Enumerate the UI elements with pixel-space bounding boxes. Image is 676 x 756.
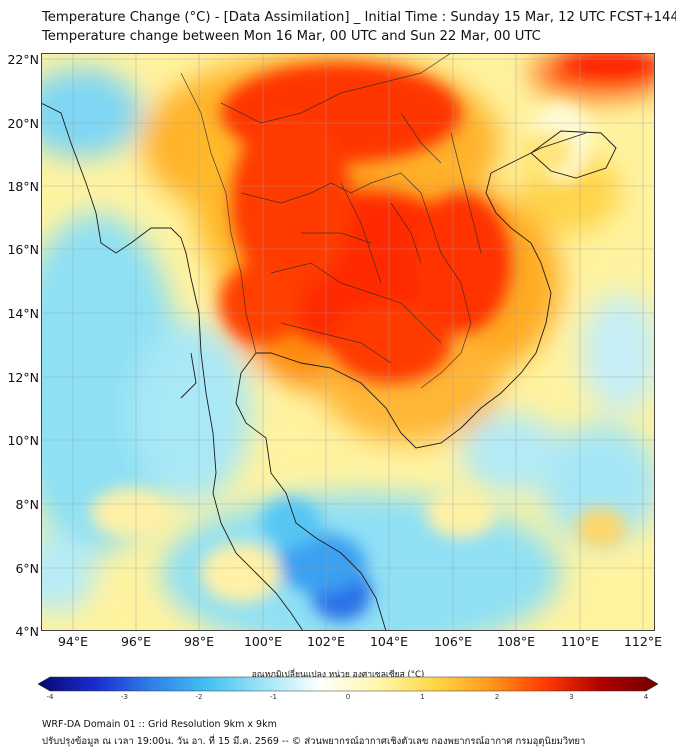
lon-label-100: 100°E	[243, 634, 282, 649]
lat-label-22: 22°N	[7, 52, 39, 67]
lat-label-8: 8°N	[15, 497, 39, 512]
lon-label-96: 96°E	[120, 634, 152, 649]
lat-label-12: 12°N	[7, 370, 39, 385]
lat-label-18: 18°N	[7, 179, 39, 194]
colorbar-label: -2	[195, 693, 203, 701]
colorbar-label: -4	[46, 693, 54, 701]
colorbar-label: 4	[643, 693, 649, 701]
lon-label-106: 106°E	[433, 634, 472, 649]
political-borders	[180, 53, 482, 389]
footer-credit: ปรับปรุงข้อมูล ณ เวลา 19:00น. วัน อา. ที…	[42, 736, 586, 747]
colorbar-label: 3	[569, 693, 574, 701]
colorbar-label: 0	[345, 693, 351, 701]
lat-label-6: 6°N	[15, 561, 39, 576]
lon-label-112: 112°E	[623, 634, 662, 649]
colorbar-bar	[38, 676, 658, 692]
lat-label-20: 20°N	[7, 116, 39, 131]
colorbar	[38, 676, 658, 692]
lat-label-14: 14°N	[7, 306, 39, 321]
lat-label-4: 4°N	[15, 624, 39, 639]
lon-label-94: 94°E	[57, 634, 89, 649]
colorbar-label: -3	[121, 693, 128, 701]
temperature-field	[41, 53, 655, 631]
lon-label-104: 104°E	[369, 634, 408, 649]
lat-label-16: 16°N	[7, 242, 39, 257]
lon-label-110: 110°E	[560, 634, 599, 649]
colorbar-title: อุณหภูมิเปลี่ยนแปลง หน่วย องศาเซลเซียส (…	[251, 670, 425, 680]
footer-model-info: WRF-DA Domain 01 :: Grid Resolution 9km …	[42, 719, 277, 730]
colorbar-label: -1	[270, 693, 277, 701]
coastlines	[41, 102, 617, 631]
lon-label-98: 98°E	[183, 634, 215, 649]
map-subtitle: Temperature change between Mon 16 Mar, 0…	[42, 29, 541, 44]
lon-label-108: 108°E	[496, 634, 535, 649]
lat-label-10: 10°N	[7, 433, 39, 448]
colorbar-label: 1	[420, 693, 425, 701]
colorbar-label: 2	[494, 693, 500, 701]
map-frame	[41, 53, 655, 631]
lon-label-102: 102°E	[306, 634, 345, 649]
map-title: Temperature Change (°C) - [Data Assimila…	[42, 10, 676, 25]
temperature-change-map	[41, 53, 655, 631]
